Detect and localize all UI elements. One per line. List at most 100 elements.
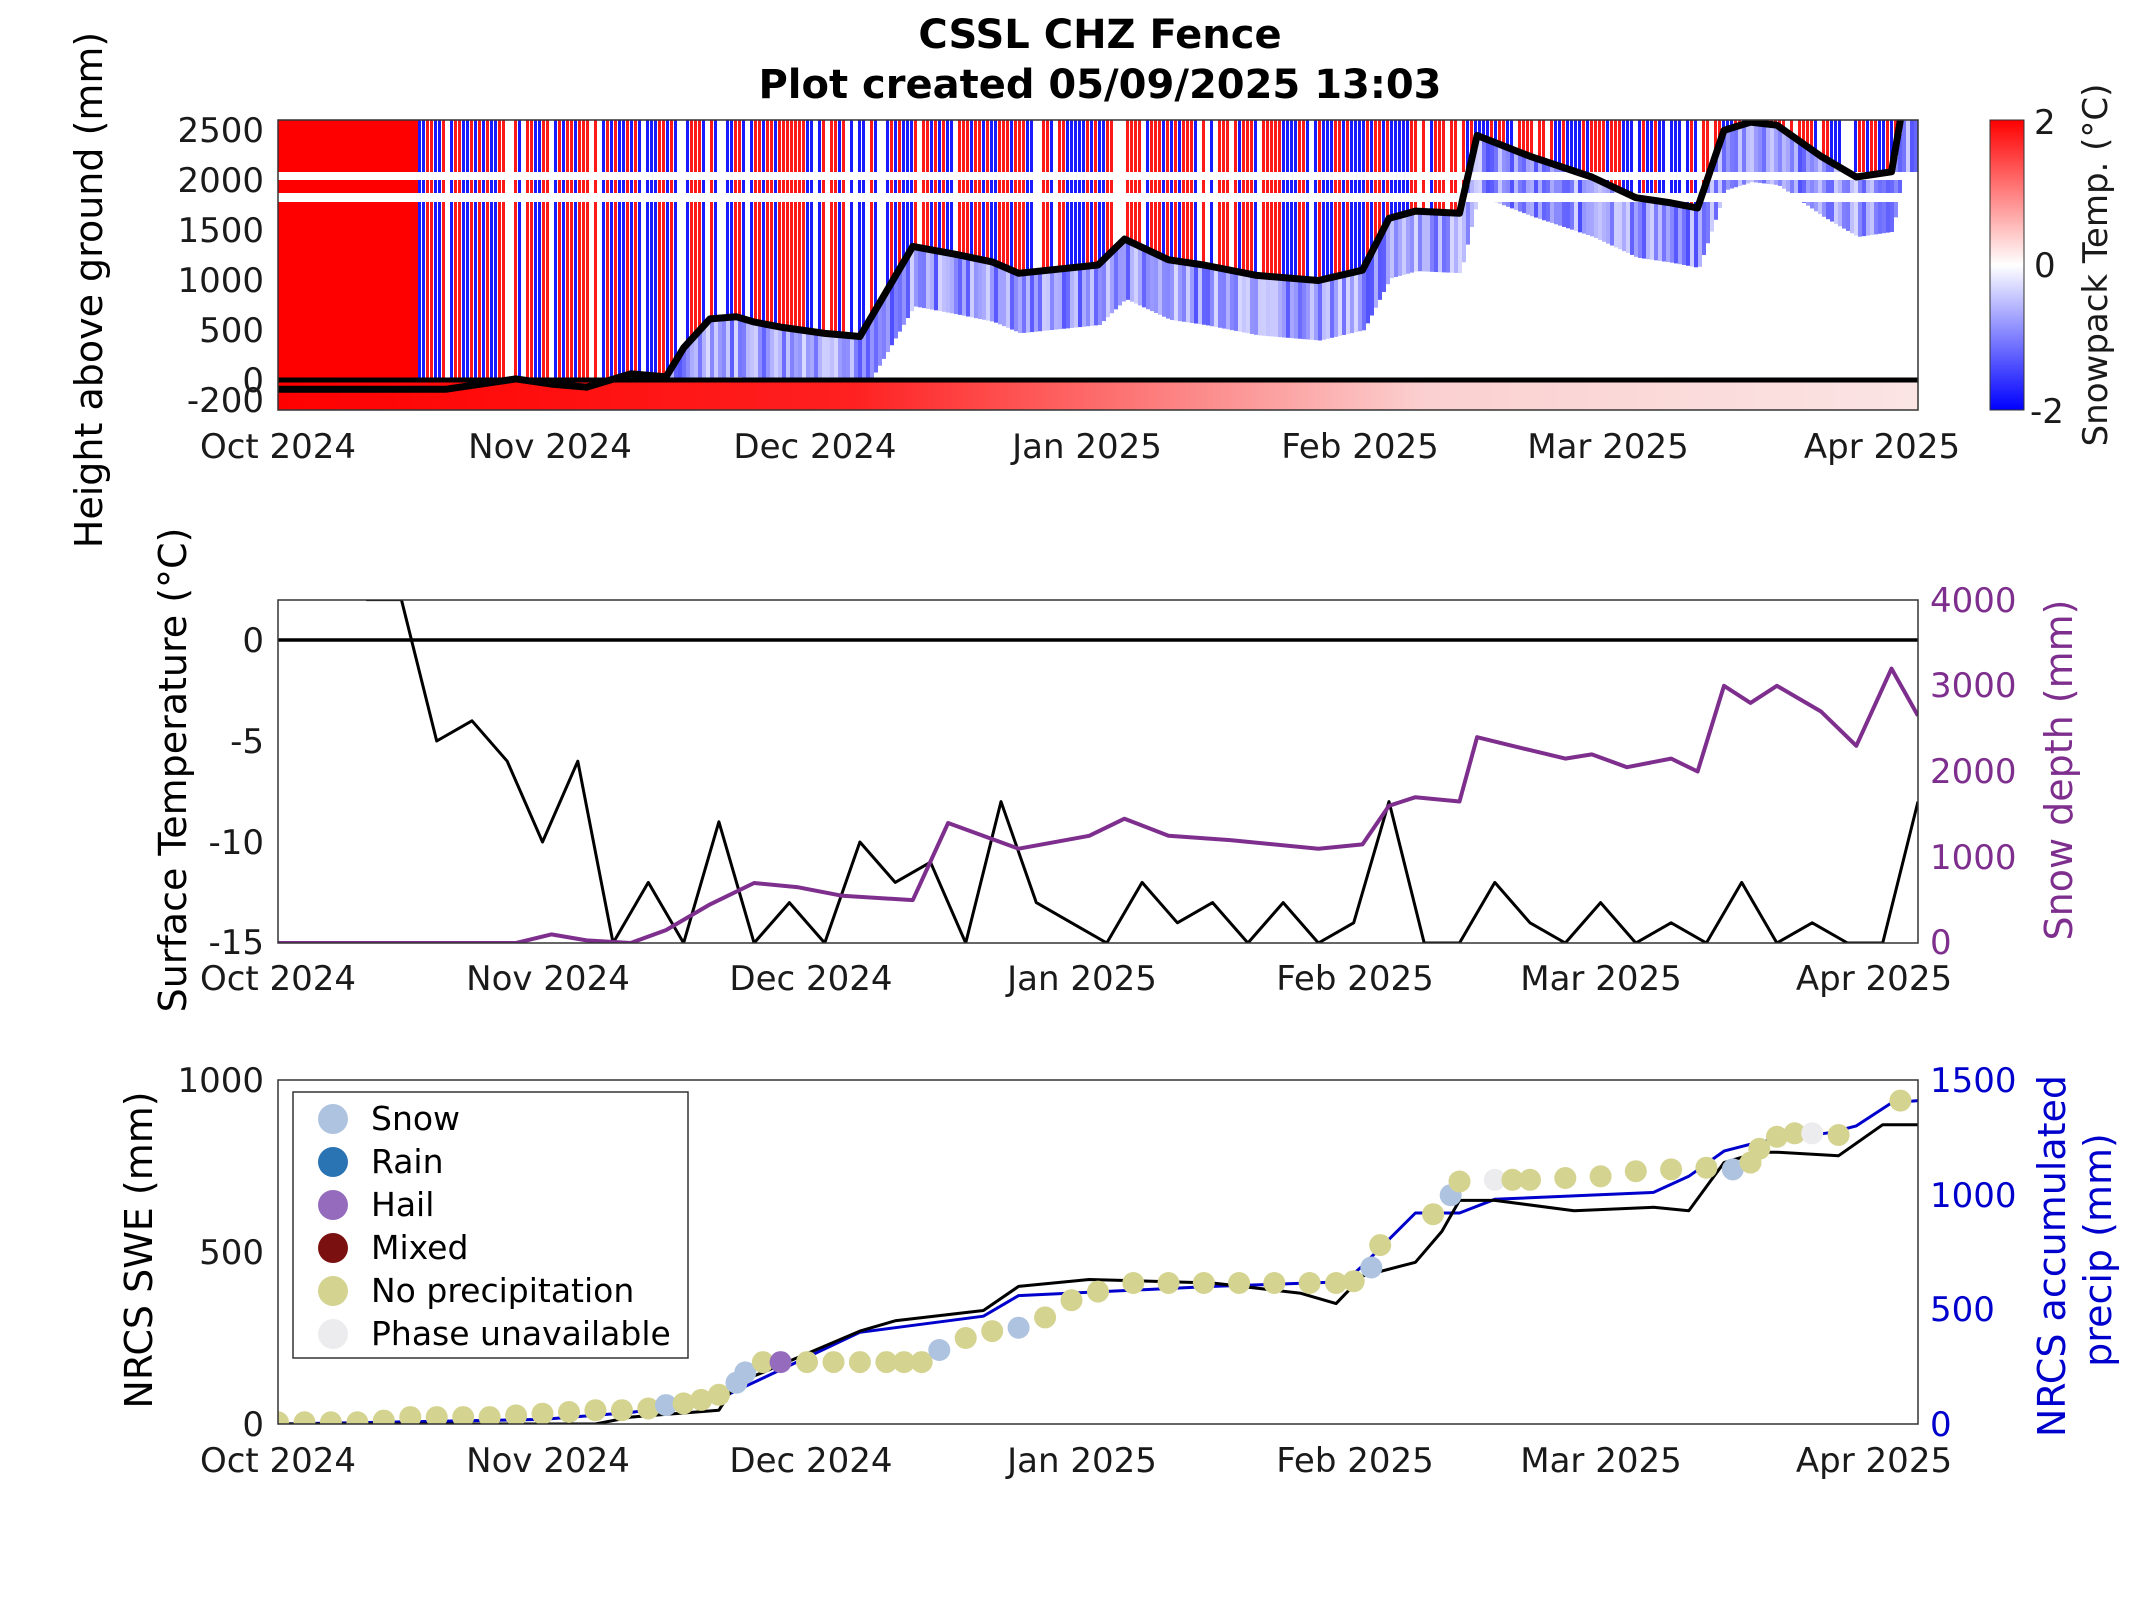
surface-temp-ytick: -10 (208, 823, 264, 863)
heatmap-cell-snow (958, 254, 962, 315)
heatmap-cell-air (1710, 120, 1713, 172)
heatmap-cell-snow (978, 258, 982, 319)
heatmap-cell-air (434, 120, 437, 390)
heatmap-cell-air (762, 120, 765, 324)
heatmap-cell-snow (1530, 156, 1534, 217)
phase-legend: Snow Rain Hail Mixed No precipitation Ph… (292, 1091, 689, 1359)
heatmap-cell-snow (1394, 217, 1398, 278)
heatmap-cell-air (1438, 120, 1441, 213)
swe-ytick: 0 (242, 1405, 264, 1445)
heatmap-cell-snow (782, 327, 786, 380)
heatmap-cell-air (942, 120, 945, 252)
heatmap-cell-air (470, 120, 473, 386)
phase-marker-none (1422, 1203, 1445, 1226)
heatmap-cell-snow (1070, 267, 1074, 328)
heatmap-cell-air (1706, 120, 1709, 184)
precip-y2-label-line1: NRCS accumulated (2030, 1075, 2074, 1437)
heatmap-cell-snow (918, 247, 922, 308)
colorbar-tick-min: -2 (2030, 392, 2064, 432)
legend-label-unavailable: Phase unavailable (371, 1314, 671, 1353)
swe-x-ticks: Oct 2024 Nov 2024 Dec 2024 Jan 2025 Feb … (200, 1441, 1952, 1481)
heatmap-cell-air (1478, 120, 1481, 136)
heatmap-cell-air (1366, 120, 1369, 264)
legend-marker-mixed (318, 1233, 348, 1263)
heatmap-cell-air (582, 120, 585, 387)
heatmap-cell-snow (1362, 270, 1366, 331)
heatmap-cell-air (670, 120, 673, 371)
heatmap-cell-air (450, 120, 453, 389)
heatmap-cell-snow (770, 325, 774, 380)
heatmap-cell-snow (1714, 159, 1718, 220)
heatmap-cell-air (1450, 120, 1453, 213)
heatmap-cell-air (982, 120, 985, 260)
heatmap-cell-air (1426, 120, 1429, 212)
heatmap-cell-air (1618, 120, 1621, 190)
heatmap-cell-snow (1350, 273, 1354, 334)
legend-marker-none (318, 1276, 348, 1306)
heatmap-cell-snow (1794, 137, 1798, 198)
heatmap-cell-air (986, 120, 989, 261)
heatmap-cell-air (1150, 120, 1153, 252)
heatmap-cell-air (438, 120, 441, 390)
surface-temp-panel: 0 -5 -10 -15 4000 3000 2000 1000 0 Oct 2… (151, 528, 2081, 1013)
heatmap-cell-air (1794, 120, 1797, 138)
heatmap-cell-snow (1670, 202, 1674, 263)
heatmap-cell-snow (994, 262, 998, 323)
heatmap-cell-air (774, 120, 777, 326)
heatmap-cell-snow (1342, 274, 1346, 335)
heatmap-cell-air (802, 120, 805, 331)
heatmap-cell-snow (1374, 247, 1378, 308)
surface-temp-x-ticks: Oct 2024 Nov 2024 Dec 2024 Jan 2025 Feb … (200, 959, 1952, 999)
heatmap-cell-air (870, 120, 873, 320)
heatmap-cell-air (922, 120, 925, 249)
heatmap-cell-snow (1170, 260, 1174, 321)
heatmap-ytick: 1500 (177, 211, 264, 251)
heatmap-cell-snow (714, 318, 718, 379)
heatmap-cell-air (1626, 120, 1629, 194)
heatmap-cell-snow (1358, 271, 1362, 332)
heatmap-cell-snow (1870, 174, 1874, 235)
snow-depth-ytick: 1000 (1930, 838, 2017, 878)
heatmap-xtick: Feb 2025 (1281, 427, 1439, 467)
heatmap-cell-snow (1854, 175, 1858, 236)
phase-marker-none (707, 1383, 730, 1406)
heatmap-cell-air (834, 120, 837, 335)
heatmap-cell-snow (1610, 185, 1614, 246)
heatmap-cell-snow (1722, 136, 1726, 197)
heatmap-cell-snow (1062, 268, 1066, 329)
heatmap-cell-air (1178, 120, 1181, 262)
precip-ytick: 500 (1930, 1290, 1995, 1330)
heatmap-cell-snow (1122, 241, 1126, 302)
heatmap-cell-air (646, 120, 649, 376)
heatmap-cell-air (430, 120, 433, 390)
heatmap-cell-air (1118, 120, 1121, 246)
phase-marker-none (1660, 1158, 1683, 1181)
heatmap-cell-snow (1130, 241, 1134, 302)
legend-box (292, 1091, 689, 1359)
heatmap-cell-air (1662, 120, 1665, 202)
phase-marker-snow (1721, 1158, 1744, 1181)
heatmap-cell-air (1166, 120, 1169, 259)
heatmap-cell-snow (1326, 278, 1330, 339)
phase-marker-none (1783, 1122, 1806, 1145)
heatmap-cell-snow (1450, 212, 1454, 273)
heatmap-cell-air (1414, 120, 1417, 212)
heatmap-cell-air (1502, 120, 1505, 146)
heatmap-cell-snow (1890, 172, 1894, 233)
heatmap-cell-air (1134, 120, 1137, 244)
heatmap-cell-air (1854, 120, 1857, 176)
heatmap-cell-air (1566, 120, 1569, 169)
heatmap-cell-air (786, 120, 789, 328)
heatmap-cell-snow (1630, 194, 1634, 255)
heatmap-cell-snow (1910, 120, 1914, 180)
legend-label-rain: Rain (371, 1142, 444, 1181)
heatmap-cell-snow (1790, 134, 1794, 195)
legend-label-mixed: Mixed (371, 1228, 468, 1267)
phase-marker-none (672, 1392, 695, 1415)
heatmap-cell-air (1870, 120, 1873, 175)
heatmap-cell-air (994, 120, 997, 263)
heatmap-cell-air (814, 120, 817, 332)
heatmap-cell-snow (1654, 200, 1658, 261)
heatmap-cell-snow (1602, 181, 1606, 242)
heatmap-cell-air (746, 120, 749, 320)
